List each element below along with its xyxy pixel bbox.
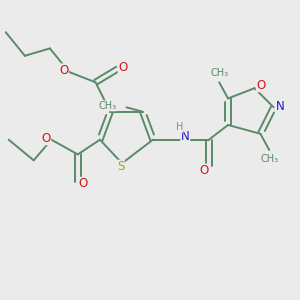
Text: N: N bbox=[276, 100, 284, 113]
Text: CH₃: CH₃ bbox=[210, 68, 228, 78]
Text: O: O bbox=[41, 132, 51, 145]
Text: N: N bbox=[181, 130, 190, 143]
Text: O: O bbox=[199, 164, 208, 177]
Text: CH₃: CH₃ bbox=[260, 154, 278, 164]
Text: O: O bbox=[118, 61, 128, 74]
Text: H: H bbox=[176, 122, 183, 132]
Text: S: S bbox=[117, 160, 124, 173]
Text: O: O bbox=[256, 79, 266, 92]
Text: O: O bbox=[79, 177, 88, 190]
Text: O: O bbox=[59, 64, 68, 77]
Text: CH₃: CH₃ bbox=[98, 101, 116, 111]
